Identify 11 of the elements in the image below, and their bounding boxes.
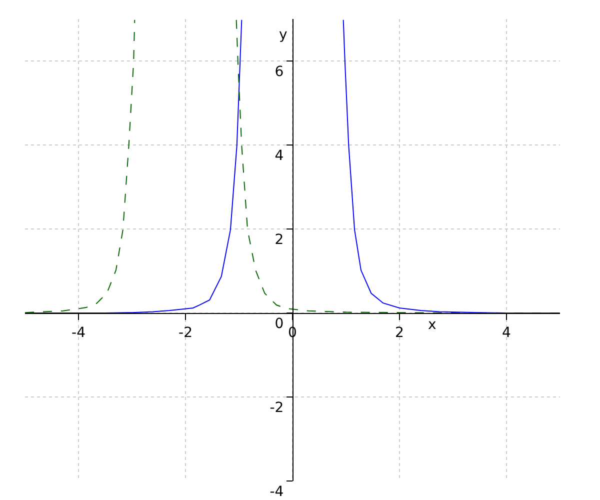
y-tick-label: -2 xyxy=(270,400,284,416)
y-tick-label: -4 xyxy=(270,484,284,500)
x-tick-label: -2 xyxy=(178,324,192,341)
x-tick-label: -4 xyxy=(72,324,86,341)
x-axis-title: x xyxy=(428,317,436,333)
y-tick-label: 6 xyxy=(274,64,284,80)
x-tick-label: 4 xyxy=(502,324,512,341)
x-tick-label: 2 xyxy=(395,324,404,341)
y-tick-label: 4 xyxy=(274,148,284,164)
y-axis-title: y xyxy=(279,27,288,43)
y-tick-label: 2 xyxy=(274,232,284,248)
